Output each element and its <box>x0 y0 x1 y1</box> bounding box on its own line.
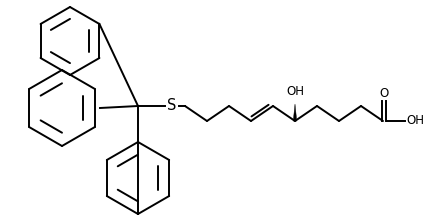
Text: OH: OH <box>406 114 424 127</box>
Text: O: O <box>379 87 388 100</box>
Text: OH: OH <box>286 85 304 98</box>
Polygon shape <box>293 104 297 121</box>
Text: S: S <box>167 98 177 113</box>
